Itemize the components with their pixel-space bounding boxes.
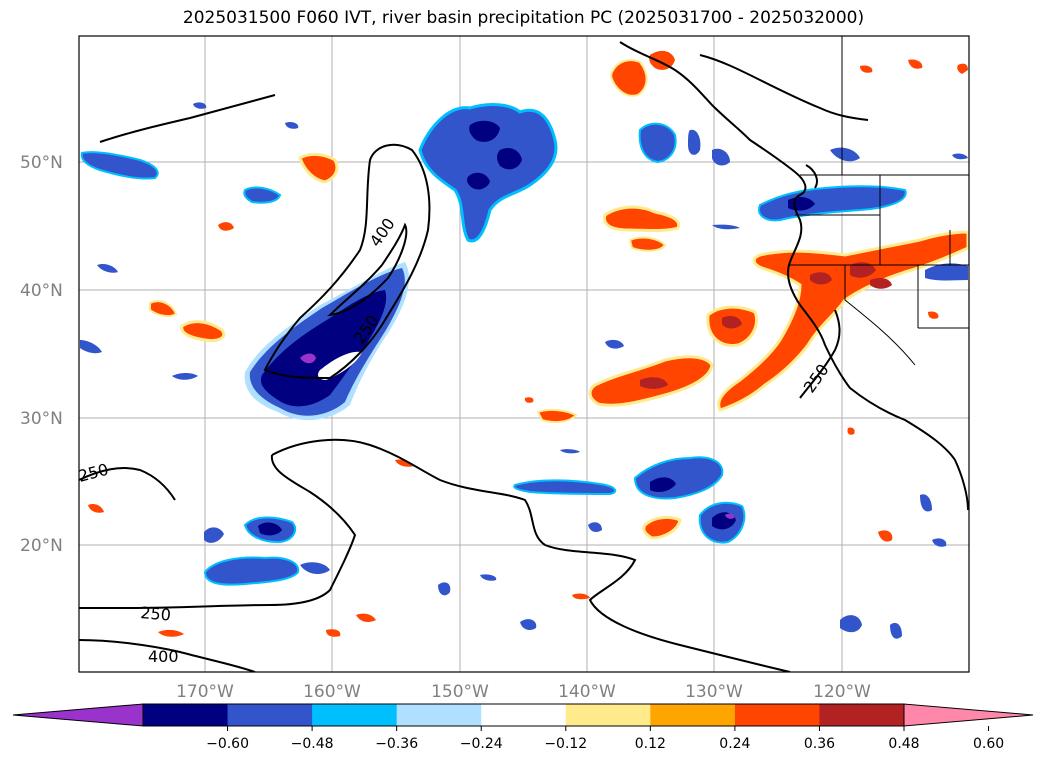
ivt-250-main-contour <box>263 143 431 380</box>
colorbar-cell <box>650 704 736 726</box>
colorbar-extend-max <box>903 703 1034 727</box>
ivt-400-contour <box>327 222 408 317</box>
negative-region-central-north <box>418 103 558 243</box>
map-title: 2025031500 F060 IVT, river basin precipi… <box>182 8 865 28</box>
colorbar-cell <box>819 704 905 726</box>
colorbar-cell <box>312 704 398 726</box>
colorbar-cell <box>734 704 820 726</box>
lon-label-120w: 120°W <box>813 682 871 702</box>
colorbar-tick-label: −0.12 <box>544 736 587 752</box>
colorbar-tick-label: −0.60 <box>206 736 249 752</box>
ivt-label-250-south: 250 <box>140 603 172 625</box>
colorbar-tick-label: 0.48 <box>888 736 919 752</box>
lat-label-30n: 30°N <box>20 409 63 429</box>
colorbar-extend-min <box>12 703 144 727</box>
latitude-labels: 50°N 40°N 30°N 20°N <box>20 153 63 556</box>
coastlines <box>99 41 969 511</box>
colorbar-tick-label: −0.48 <box>291 736 334 752</box>
lon-label-150w: 150°W <box>431 682 489 702</box>
colorbar-cell <box>565 704 651 726</box>
positive-region-north <box>610 59 648 97</box>
colorbar-tick-label: 0.24 <box>719 736 750 752</box>
positive-anomaly-regions <box>88 50 969 637</box>
colorbar-cell <box>143 704 229 726</box>
longitude-labels: 170°W 160°W 150°W 140°W 130°W 120°W <box>176 682 871 702</box>
lon-label-140w: 140°W <box>558 682 616 702</box>
lon-label-170w: 170°W <box>176 682 234 702</box>
lon-label-160w: 160°W <box>303 682 361 702</box>
colorbar-tick-label: −0.36 <box>375 736 418 752</box>
colorbar-cell <box>227 704 313 726</box>
negative-region-central-south <box>513 479 617 496</box>
positive-region-coast-main <box>717 230 969 412</box>
colorbar-cell <box>481 704 567 726</box>
colorbar: −0.60 −0.48 −0.36 −0.24 −0.12 0.12 0.24 0.36 0.4… <box>12 703 1034 752</box>
political-borders <box>790 36 969 366</box>
colorbar-tick-label: 0.36 <box>804 736 835 752</box>
colorbar-tick-label: −0.24 <box>460 736 503 752</box>
colorbar-tick-label: 0.60 <box>973 736 1004 752</box>
lat-label-50n: 50°N <box>20 153 63 173</box>
ivt-contours <box>79 143 841 672</box>
negative-region-southwest <box>203 556 300 586</box>
lat-label-20n: 20°N <box>20 536 63 556</box>
colorbar-tick-label: 0.12 <box>635 736 666 752</box>
map-frame <box>78 35 970 673</box>
colorbar-cell <box>396 704 482 726</box>
ivt-label-400-south: 400 <box>148 647 179 666</box>
lon-label-130w: 130°W <box>685 682 743 702</box>
lat-label-40n: 40°N <box>20 281 63 301</box>
negative-region-northeast <box>638 122 677 164</box>
